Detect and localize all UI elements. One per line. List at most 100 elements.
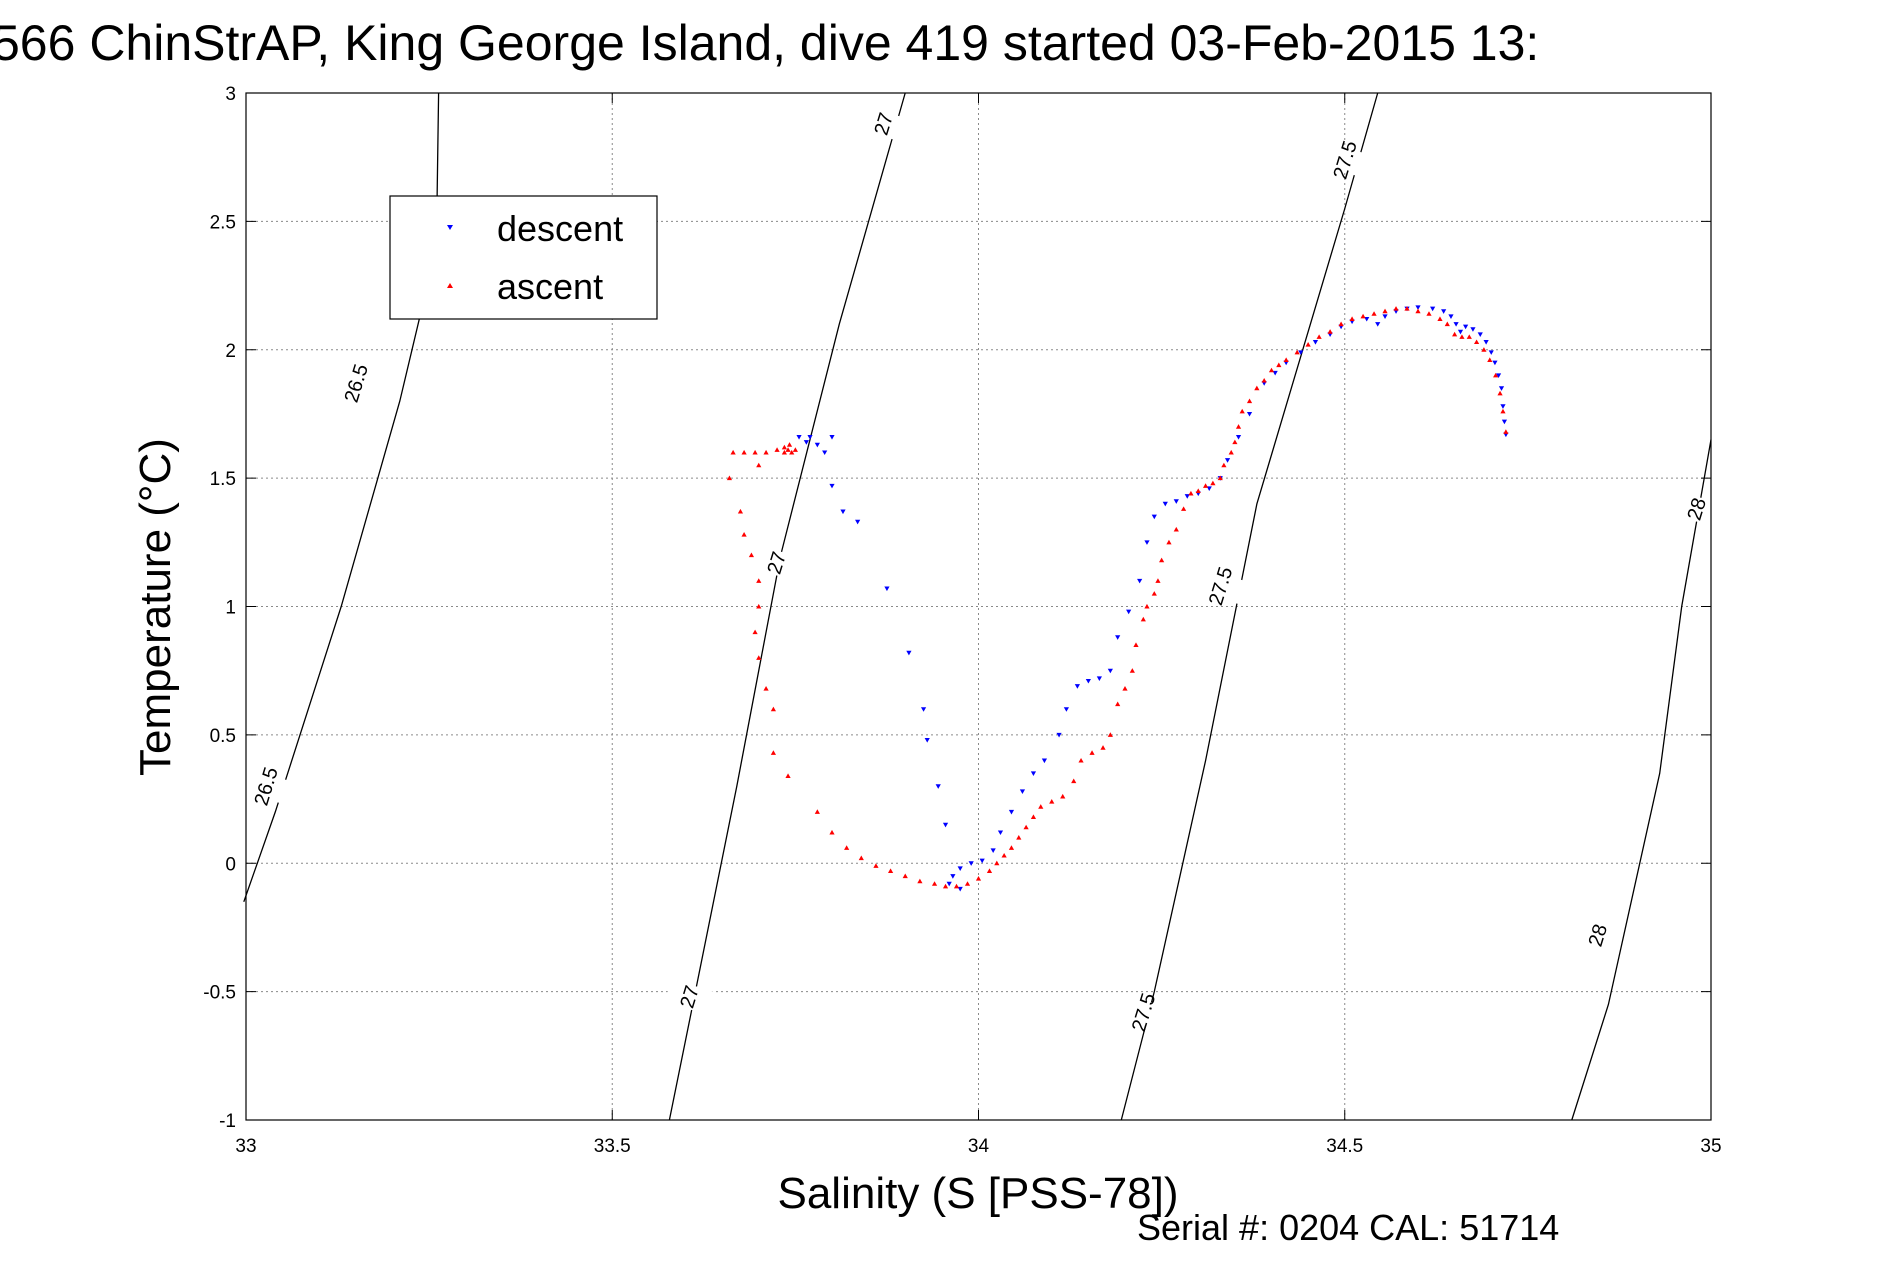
descent-point xyxy=(1041,758,1048,764)
axis-ticks: 33 33.5 34 34.5 35 -1 -0.5 0 0.5 1 1.5 2 2.5 3 xyxy=(203,84,1721,1157)
descent-point xyxy=(920,707,927,712)
legend-ascent-label: ascent xyxy=(497,266,603,307)
ascent-point xyxy=(1023,824,1029,830)
descent-point xyxy=(1151,514,1157,520)
descent-point xyxy=(1173,499,1179,504)
ascent-point xyxy=(1349,316,1355,321)
ascent-point xyxy=(789,449,795,455)
ascent-point xyxy=(1071,778,1077,784)
y-tick-label: -1 xyxy=(219,1111,236,1132)
contour-line-27 xyxy=(668,92,906,1121)
ascent-point xyxy=(1221,462,1227,468)
ascent-point xyxy=(1173,526,1179,532)
descent-point xyxy=(1375,322,1381,327)
descent-point xyxy=(1019,789,1026,794)
y-tick-label: 0.5 xyxy=(210,726,236,747)
ascent-point xyxy=(1155,578,1161,583)
ascent-point xyxy=(1239,408,1245,414)
ascent-point xyxy=(1371,311,1377,316)
ascent-point xyxy=(737,508,744,514)
descent-point xyxy=(1107,668,1113,674)
ascent-point xyxy=(1166,539,1172,545)
ascent-point xyxy=(1261,377,1267,383)
ascent-point xyxy=(756,462,762,468)
ascent-point xyxy=(792,447,798,452)
ascent-point xyxy=(1474,339,1480,345)
legend: descent ascent xyxy=(389,195,658,320)
ascent-point xyxy=(1144,603,1150,609)
descent-point xyxy=(1063,707,1069,712)
ascent-point xyxy=(770,706,776,712)
descent-point xyxy=(950,874,956,879)
contour-label-mask xyxy=(241,768,291,805)
descent-point xyxy=(935,784,941,789)
contour-label-mask xyxy=(1572,917,1623,954)
ascent-point xyxy=(1487,357,1493,363)
ascent-point xyxy=(942,883,949,889)
descent-point xyxy=(822,450,828,456)
descent-point xyxy=(796,435,802,440)
descent-point xyxy=(1488,350,1494,355)
ascent-point xyxy=(1360,313,1366,319)
descent-point xyxy=(906,650,912,656)
ascent-point xyxy=(781,444,787,450)
ascent-point xyxy=(1305,342,1311,347)
ascent-point xyxy=(1338,321,1344,327)
ascent-point xyxy=(1049,799,1055,804)
ascent-point xyxy=(953,883,960,889)
ascent-point xyxy=(1382,308,1388,314)
descent-point xyxy=(1235,435,1242,440)
ascent-point xyxy=(1038,804,1044,809)
ascent-point xyxy=(748,552,755,558)
descent-point xyxy=(1008,809,1015,815)
grid-lines xyxy=(246,93,1711,1120)
descent-point xyxy=(1441,309,1447,314)
ascent-point xyxy=(1437,316,1443,321)
ascent-point xyxy=(1089,750,1095,755)
ascent-point xyxy=(902,873,908,879)
ascent-point xyxy=(785,773,791,778)
contour-label-mask xyxy=(1195,568,1245,604)
ascent-point xyxy=(763,686,769,691)
descent-point xyxy=(1470,327,1476,332)
ascent-point xyxy=(829,829,835,835)
ascent-point xyxy=(774,447,780,452)
ascent-point xyxy=(770,750,776,755)
ascent-point xyxy=(873,863,879,868)
ascent-point xyxy=(1493,372,1499,378)
legend-box xyxy=(389,195,658,320)
ascent-point xyxy=(1188,490,1194,496)
ascent-point xyxy=(1122,686,1128,691)
ascent-point xyxy=(756,655,762,660)
ascent-point xyxy=(756,578,762,583)
y-tick-label: 1.5 xyxy=(210,469,236,490)
x-tick-label: 33.5 xyxy=(594,1136,631,1157)
ascent-point xyxy=(1016,834,1022,840)
descent-point xyxy=(957,866,963,871)
ascent-point xyxy=(786,442,793,447)
descent-point xyxy=(829,483,835,489)
y-tick-label: 1 xyxy=(225,598,236,619)
descent-point xyxy=(1162,501,1168,507)
ascent-point xyxy=(814,809,820,814)
contour-label-mask xyxy=(331,365,381,402)
ascent-point xyxy=(975,876,982,881)
ascent-point xyxy=(1060,793,1066,799)
descent-point xyxy=(803,440,809,445)
descent-point xyxy=(1224,458,1231,463)
ascent-point xyxy=(1078,757,1084,763)
ascent-point xyxy=(726,475,733,481)
descent-point xyxy=(1074,684,1080,689)
descent-point xyxy=(807,435,813,440)
ascent-point xyxy=(1393,306,1399,311)
ascent-point xyxy=(994,860,1000,866)
contour-label-mask xyxy=(1320,141,1370,178)
ascent-point xyxy=(730,449,736,455)
ascent-point xyxy=(1503,429,1509,434)
ascent-point xyxy=(1217,475,1223,481)
ascent-point xyxy=(785,447,791,452)
x-tick-label: 35 xyxy=(1700,1136,1721,1157)
ascent-point xyxy=(1133,642,1139,648)
descent-point xyxy=(1115,635,1121,640)
